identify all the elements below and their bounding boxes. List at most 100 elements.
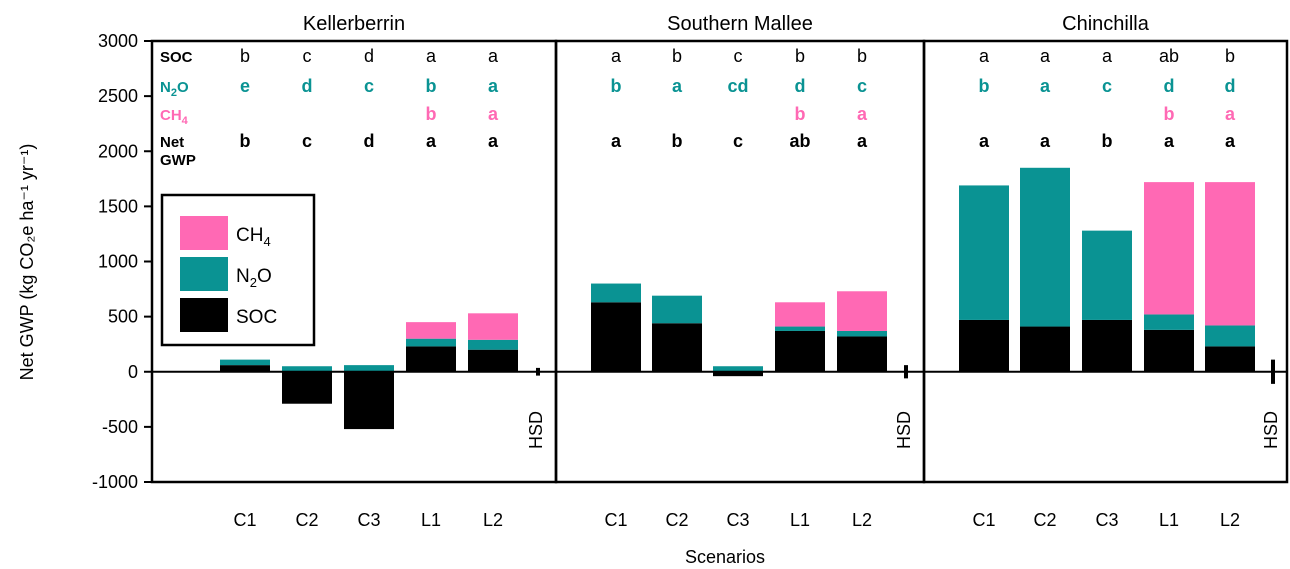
letter-n2o: b: [426, 76, 437, 96]
bar-n2o-L1: [775, 326, 825, 331]
y-axis-title: Net GWP (kg CO₂e ha⁻¹ yr⁻¹): [17, 144, 37, 381]
category-label: C1: [233, 510, 256, 530]
bar-ch4-L2: [468, 313, 518, 340]
row-label-soc: SOC: [160, 49, 193, 66]
bar-n2o-C1: [959, 185, 1009, 320]
bar-ch4-L1: [775, 302, 825, 327]
site-title: Kellerberrin: [303, 13, 405, 35]
letter-net: a: [979, 131, 990, 151]
bar-ch4-L1: [1144, 182, 1194, 315]
letter-n2o: d: [302, 76, 313, 96]
letter-net: a: [611, 131, 622, 151]
category-label: C2: [665, 510, 688, 530]
letter-soc: a: [426, 46, 437, 66]
y-tick-label: 2000: [98, 141, 138, 161]
y-tick-label: 2500: [98, 86, 138, 106]
bar-n2o-C2: [1020, 167, 1070, 327]
bar-n2o-L2: [1205, 325, 1255, 347]
panel-frame: [554, 39, 926, 484]
category-label: C1: [972, 510, 995, 530]
category-label: C3: [726, 510, 749, 530]
category-label: C3: [357, 510, 380, 530]
y-tick-label: 1000: [98, 252, 138, 272]
panel-frame: [922, 39, 1289, 484]
bar-ch4-L2: [1205, 182, 1255, 326]
letter-n2o: d: [1225, 76, 1236, 96]
panel-southern-mallee: Southern MalleeC1abaC2babC3ccdcL1bdbabL2…: [554, 13, 926, 530]
letter-soc: a: [488, 46, 499, 66]
bar-n2o-C2: [652, 295, 702, 324]
bar-soc-L2: [468, 349, 518, 372]
y-tick-label: 0: [128, 362, 138, 382]
bar-n2o-L2: [468, 339, 518, 350]
bar-soc-C1: [959, 319, 1009, 372]
y-tick-label: 500: [108, 307, 138, 327]
letter-ch4: b: [426, 104, 437, 124]
bar-n2o-C1: [591, 283, 641, 303]
letter-n2o: a: [488, 76, 499, 96]
letter-net: a: [857, 131, 868, 151]
hsd-label: HSD: [526, 411, 546, 449]
legend-swatch-soc: [180, 298, 228, 332]
category-label: L2: [483, 510, 503, 530]
letter-n2o: a: [1040, 76, 1051, 96]
letter-soc: b: [672, 46, 682, 66]
letter-soc: a: [611, 46, 622, 66]
category-label: C3: [1095, 510, 1118, 530]
letter-ch4: b: [795, 104, 806, 124]
bar-n2o-C1: [220, 359, 270, 366]
category-label: L2: [1220, 510, 1240, 530]
category-label: C2: [295, 510, 318, 530]
letter-soc: b: [795, 46, 805, 66]
legend: CH4 N2O SOC: [160, 193, 316, 347]
bar-n2o-C2: [282, 366, 332, 372]
row-label-net: Net: [160, 134, 184, 151]
letter-n2o: a: [672, 76, 683, 96]
row-label-ch4: CH4: [160, 107, 189, 127]
letter-ch4: a: [1225, 104, 1236, 124]
bar-n2o-C3: [1082, 230, 1132, 320]
letter-ch4: b: [1164, 104, 1175, 124]
bar-soc-L2: [1205, 346, 1255, 372]
letter-n2o: d: [795, 76, 806, 96]
row-label-n2o: N2O: [160, 79, 189, 99]
letter-n2o: cd: [727, 76, 748, 96]
legend-label-n2o: N2O: [236, 266, 272, 290]
letter-net: b: [672, 131, 683, 151]
bar-soc-C3: [344, 371, 394, 430]
bar-soc-C1: [220, 365, 270, 372]
legend-swatch-n2o: [180, 257, 228, 291]
panel-chinchilla: ChinchillaC1abaC2aaaC3acbL1abdbaL2bdaaHS…: [922, 13, 1289, 530]
y-tick-label: 3000: [98, 31, 138, 51]
bar-n2o-L2: [837, 330, 887, 337]
bar-soc-C3: [1082, 319, 1132, 372]
bar-soc-C3: [713, 371, 763, 377]
bar-soc-C1: [591, 302, 641, 372]
category-label: C2: [1033, 510, 1056, 530]
bar-soc-L1: [1144, 329, 1194, 372]
bar-n2o-L1: [1144, 314, 1194, 330]
y-tick-label: -1000: [92, 472, 138, 492]
letter-soc: ab: [1159, 46, 1179, 66]
bar-soc-L1: [775, 330, 825, 372]
y-tick-label: -500: [102, 417, 138, 437]
site-title: Chinchilla: [1062, 13, 1150, 35]
category-label: L1: [421, 510, 441, 530]
x-axis-title: Scenarios: [685, 547, 765, 567]
category-label: L1: [1159, 510, 1179, 530]
bar-soc-L2: [837, 336, 887, 372]
panel-kellerberrin: KellerberrinC1bebC2cdcC3dcdL1abbaL2aaaaH…: [150, 13, 558, 530]
legend-label-ch4: CH4: [236, 225, 271, 249]
site-title: Southern Mallee: [667, 13, 813, 35]
letter-n2o: d: [1164, 76, 1175, 96]
letter-n2o: b: [611, 76, 622, 96]
letter-soc: c: [303, 46, 312, 66]
category-label: L1: [790, 510, 810, 530]
row-label-gwp: GWP: [160, 152, 196, 169]
bar-soc-C2: [1020, 326, 1070, 372]
category-label: C1: [604, 510, 627, 530]
y-axis: 3000 2500 2000 1500 1000 500 0 -500 -1000: [92, 31, 152, 492]
bar-soc-C2: [282, 371, 332, 404]
bar-soc-L1: [406, 346, 456, 372]
